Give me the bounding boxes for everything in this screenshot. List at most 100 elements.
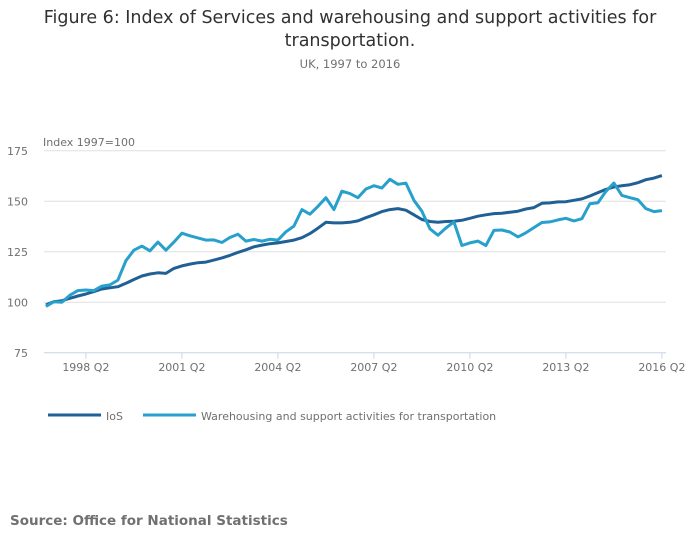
data-point bbox=[396, 183, 399, 186]
data-point bbox=[156, 241, 159, 244]
data-point bbox=[388, 208, 391, 211]
data-point bbox=[468, 217, 471, 220]
data-point bbox=[180, 264, 183, 267]
data-point bbox=[204, 239, 207, 242]
data-point bbox=[332, 221, 335, 224]
data-point bbox=[196, 236, 199, 239]
data-point bbox=[148, 273, 151, 276]
data-point bbox=[636, 181, 639, 184]
data-point bbox=[188, 263, 191, 266]
data-point bbox=[604, 190, 607, 193]
data-point bbox=[260, 240, 263, 243]
data-point bbox=[588, 195, 591, 198]
data-point bbox=[548, 220, 551, 223]
data-point bbox=[596, 201, 599, 204]
data-point bbox=[444, 220, 447, 223]
data-point bbox=[204, 261, 207, 264]
data-point bbox=[76, 289, 79, 292]
data-point bbox=[580, 217, 583, 220]
x-tick-label: 2001 Q2 bbox=[158, 361, 205, 374]
data-point bbox=[276, 239, 279, 242]
y-tick-label: 100 bbox=[7, 296, 28, 309]
data-point bbox=[620, 194, 623, 197]
data-point bbox=[108, 286, 111, 289]
data-point bbox=[644, 178, 647, 181]
data-point bbox=[76, 295, 79, 298]
data-point bbox=[660, 174, 663, 177]
data-point bbox=[556, 218, 559, 221]
data-point bbox=[148, 249, 151, 252]
data-point bbox=[244, 240, 247, 243]
data-point bbox=[116, 285, 119, 288]
legend-label-warehousing: Warehousing and support activities for t… bbox=[201, 410, 496, 423]
data-point bbox=[68, 294, 71, 297]
data-point bbox=[292, 239, 295, 242]
data-point bbox=[252, 238, 255, 241]
data-point bbox=[356, 196, 359, 199]
data-point bbox=[220, 256, 223, 259]
data-point bbox=[548, 201, 551, 204]
x-tick-label: 2016 Q2 bbox=[638, 361, 685, 374]
data-point bbox=[540, 202, 543, 205]
series-line-ios bbox=[45, 174, 663, 307]
data-point bbox=[324, 221, 327, 224]
data-point bbox=[60, 301, 63, 304]
data-point bbox=[628, 196, 631, 199]
data-point bbox=[500, 212, 503, 215]
data-point bbox=[636, 198, 639, 201]
data-point bbox=[620, 184, 623, 187]
data-point bbox=[220, 241, 223, 244]
data-point bbox=[268, 242, 271, 245]
legend-label-ios: IoS bbox=[106, 410, 123, 423]
data-point bbox=[404, 182, 407, 185]
data-point bbox=[612, 182, 615, 185]
data-point bbox=[532, 206, 535, 209]
data-point bbox=[660, 209, 663, 212]
data-point bbox=[588, 202, 591, 205]
data-point bbox=[260, 244, 263, 247]
chart-title: Figure 6: Index of Services and warehous… bbox=[43, 8, 657, 51]
data-point bbox=[332, 208, 335, 211]
data-point bbox=[292, 225, 295, 228]
data-point bbox=[492, 229, 495, 232]
data-point bbox=[308, 232, 311, 235]
y-tick-label: 75 bbox=[14, 347, 28, 360]
data-point bbox=[460, 219, 463, 222]
data-point bbox=[380, 210, 383, 213]
series-line-warehousing bbox=[45, 177, 663, 308]
data-point bbox=[396, 207, 399, 210]
data-point bbox=[356, 219, 359, 222]
data-point bbox=[404, 209, 407, 212]
data-point bbox=[556, 200, 559, 203]
data-point bbox=[564, 200, 567, 203]
data-point bbox=[372, 213, 375, 216]
data-point bbox=[124, 282, 127, 285]
data-point bbox=[652, 177, 655, 180]
data-point bbox=[196, 261, 199, 264]
data-point bbox=[452, 220, 455, 223]
legend: IoS Warehousing and support activities f… bbox=[48, 410, 496, 423]
data-point bbox=[412, 213, 415, 216]
data-point bbox=[92, 289, 95, 292]
y-tick-label: 175 bbox=[7, 145, 28, 158]
data-point bbox=[516, 210, 519, 213]
data-point bbox=[596, 191, 599, 194]
data-point bbox=[516, 235, 519, 238]
data-point bbox=[164, 272, 167, 275]
data-point bbox=[532, 226, 535, 229]
data-point bbox=[276, 241, 279, 244]
data-point bbox=[316, 227, 319, 230]
x-tick-label: 2004 Q2 bbox=[254, 361, 301, 374]
data-point bbox=[228, 236, 231, 239]
data-point bbox=[132, 278, 135, 281]
data-point bbox=[324, 196, 327, 199]
data-point bbox=[500, 228, 503, 231]
data-point bbox=[468, 241, 471, 244]
data-point bbox=[164, 249, 167, 252]
data-point bbox=[564, 217, 567, 220]
data-point bbox=[572, 199, 575, 202]
data-point bbox=[108, 283, 111, 286]
data-point bbox=[388, 178, 391, 181]
data-point bbox=[124, 259, 127, 262]
data-point bbox=[364, 187, 367, 190]
